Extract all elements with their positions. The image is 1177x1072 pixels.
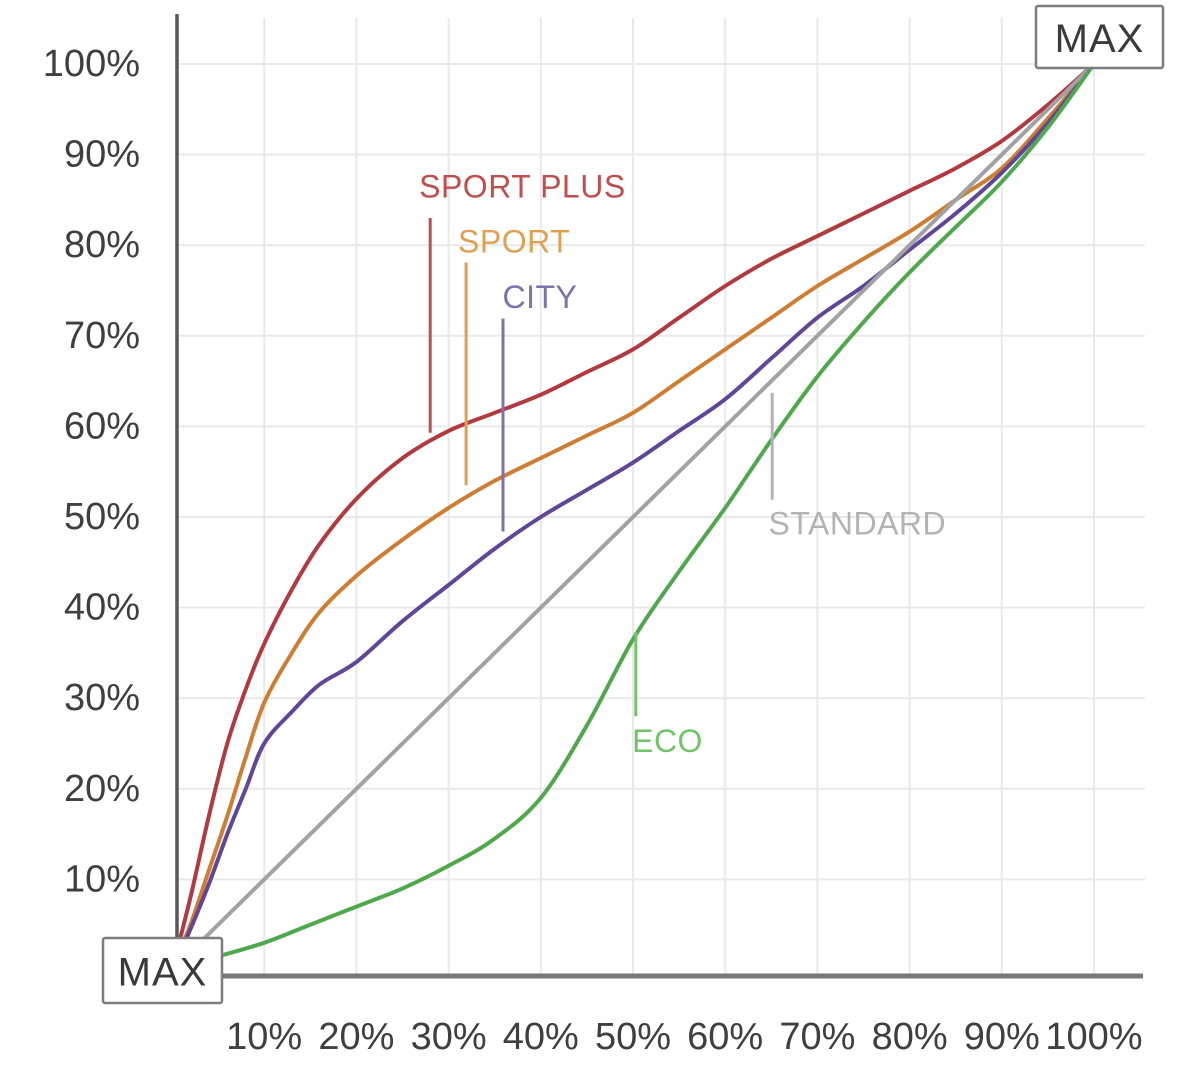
series-line-sport	[170, 62, 1096, 972]
series-label-standard: STANDARD	[769, 505, 947, 541]
max-top-right-box	[1034, 4, 1165, 70]
series-label-sport: SPORT	[458, 224, 570, 260]
y-tick-label-60%: 60%	[64, 405, 140, 447]
y-tick-label-70%: 70%	[64, 315, 140, 357]
x-tick-label-90%: 90%	[964, 1016, 1040, 1058]
y-tick-label-10%: 10%	[64, 858, 140, 900]
x-tick-label-80%: 80%	[872, 1016, 948, 1058]
x-tick-label-60%: 60%	[687, 1016, 763, 1058]
series-line-eco	[170, 62, 1096, 972]
max-origin-label: MAX	[118, 951, 208, 995]
y-tick-label-50%: 50%	[64, 496, 140, 538]
y-tick-label-100%: 100%	[43, 43, 140, 85]
max-origin-box	[101, 936, 224, 1005]
series-line-sport-plus	[170, 62, 1096, 972]
y-tick-label-40%: 40%	[64, 587, 140, 629]
x-tick-label-100%: 100%	[1045, 1016, 1142, 1058]
series-label-city: CITY	[502, 279, 577, 315]
y-tick-label-20%: 20%	[64, 768, 140, 810]
x-tick-label-70%: 70%	[779, 1016, 855, 1058]
max-top-right-label: MAX	[1055, 17, 1145, 61]
y-tick-label-30%: 30%	[64, 677, 140, 719]
x-tick-label-50%: 50%	[595, 1016, 671, 1058]
series-label-eco: ECO	[632, 723, 703, 759]
x-tick-label-20%: 20%	[318, 1016, 394, 1058]
x-tick-label-10%: 10%	[226, 1016, 302, 1058]
x-tick-label-40%: 40%	[503, 1016, 579, 1058]
x-tick-label-30%: 30%	[411, 1016, 487, 1058]
y-tick-label-90%: 90%	[64, 134, 140, 176]
series-line-standard	[170, 62, 1096, 972]
series-label-sport-plus: SPORT PLUS	[419, 168, 626, 204]
series-line-city	[170, 62, 1096, 972]
y-tick-label-80%: 80%	[64, 224, 140, 266]
